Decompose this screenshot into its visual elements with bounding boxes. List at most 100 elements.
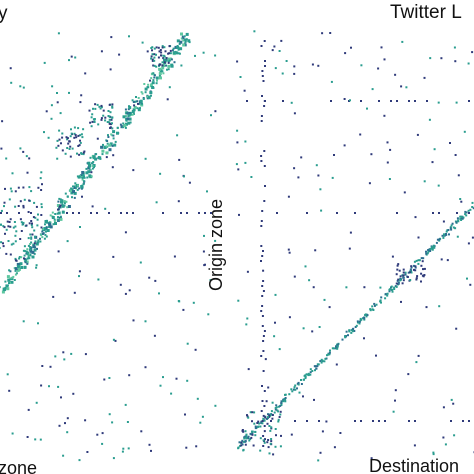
diagonal-cell <box>44 227 47 231</box>
sparse-cell <box>297 176 300 179</box>
sparse-cell <box>285 60 288 62</box>
diagonal-cell <box>41 233 44 235</box>
sparse-cell <box>100 50 103 53</box>
sparse-cell <box>202 51 205 54</box>
column-cell <box>263 200 266 202</box>
diagonal-cell <box>70 191 74 195</box>
cluster-cell <box>150 57 153 60</box>
cluster-cell <box>108 115 111 118</box>
row-cell <box>294 420 296 422</box>
diagonal-cell <box>92 164 96 167</box>
diagonal-cell <box>127 108 130 111</box>
diagonal-cell <box>407 271 410 274</box>
cluster-cell <box>415 277 418 280</box>
column-cell <box>260 355 263 357</box>
diagonal-cell <box>366 314 369 317</box>
diagonal-cell <box>431 247 434 250</box>
column-cell <box>262 280 265 282</box>
diagonal-cell <box>105 145 108 148</box>
sparse-cell <box>68 59 70 62</box>
row-cell <box>414 100 416 102</box>
cluster-cell <box>10 190 13 193</box>
cluster-cell <box>108 121 111 124</box>
diagonal-cell <box>12 275 15 278</box>
diagonal-cell <box>292 388 295 391</box>
diagonal-cell <box>49 221 52 224</box>
cluster-cell <box>91 120 94 123</box>
sparse-cell <box>155 201 158 204</box>
cluster-cell <box>259 437 262 440</box>
diagonal-cell <box>101 153 104 156</box>
sparse-cell <box>400 300 402 303</box>
diagonal-cell <box>61 199 64 202</box>
sparse-cell <box>178 158 181 161</box>
diagonal-cell <box>348 329 351 332</box>
cluster-cell <box>0 247 1 249</box>
diagonal-cell <box>427 249 430 251</box>
cluster-cell <box>3 226 6 229</box>
diagonal-cell <box>426 252 429 255</box>
diagonal-cell <box>448 233 450 236</box>
diagonal-cell <box>333 347 336 350</box>
cluster-cell <box>240 441 243 444</box>
diagonal-cell <box>67 205 71 208</box>
sparse-cell <box>466 277 468 280</box>
diagonal-cell <box>445 230 448 233</box>
cluster-cell <box>73 132 76 135</box>
sparse-cell <box>206 190 208 193</box>
diagonal-cell <box>151 81 155 85</box>
sparse-cell <box>263 430 266 433</box>
sparse-cell <box>313 398 315 401</box>
cluster-cell <box>80 152 83 155</box>
cluster-cell <box>28 222 31 225</box>
diagonal-cell <box>266 417 269 420</box>
diagonal-cell <box>113 143 117 147</box>
cluster-cell <box>108 122 111 125</box>
cluster-cell <box>8 198 11 201</box>
sparse-cell <box>370 153 373 156</box>
diagonal-cell <box>274 408 277 411</box>
diagonal-cell <box>46 219 48 222</box>
cluster-cell <box>94 103 97 106</box>
sparse-cell <box>243 89 246 92</box>
row-cell <box>270 420 272 422</box>
cluster-cell <box>168 59 171 62</box>
diagonal-cell <box>185 38 188 41</box>
cluster-cell <box>98 105 101 108</box>
sparse-cell <box>35 266 38 269</box>
column-cell <box>263 150 266 152</box>
column-cell <box>260 120 263 122</box>
cluster-cell <box>160 54 162 57</box>
cluster-cell <box>421 274 424 277</box>
diagonal-cell <box>309 373 312 376</box>
diagonal-cell <box>64 192 67 195</box>
sparse-cell <box>150 449 152 452</box>
diagonal-cell <box>450 224 453 227</box>
sparse-cell <box>35 264 38 267</box>
sparse-cell <box>37 322 39 325</box>
sparse-cell <box>293 65 296 68</box>
diagonal-cell <box>15 272 18 275</box>
sparse-cell <box>41 365 44 367</box>
diagonal-cell <box>284 397 287 399</box>
sparse-cell <box>104 207 107 210</box>
diagonal-cell <box>447 229 450 231</box>
diagonal-cell <box>384 293 387 296</box>
diagonal-cell <box>284 393 286 396</box>
sparse-cell <box>176 134 179 137</box>
diagonal-cell <box>323 360 326 363</box>
sparse-cell <box>343 144 346 147</box>
column-cell <box>260 225 263 227</box>
sparse-cell <box>453 46 456 49</box>
diagonal-cell <box>302 378 305 381</box>
cluster-cell <box>28 186 31 189</box>
diagonal-cell <box>461 216 464 218</box>
diagonal-cell <box>81 176 84 179</box>
diagonal-cell <box>336 347 339 350</box>
diagonal-cell <box>187 39 191 43</box>
column-cell <box>263 330 266 332</box>
sparse-cell <box>417 354 420 357</box>
diagonal-cell <box>6 287 10 291</box>
diagonal-cell <box>20 266 24 269</box>
diagonal-cell <box>122 126 125 129</box>
